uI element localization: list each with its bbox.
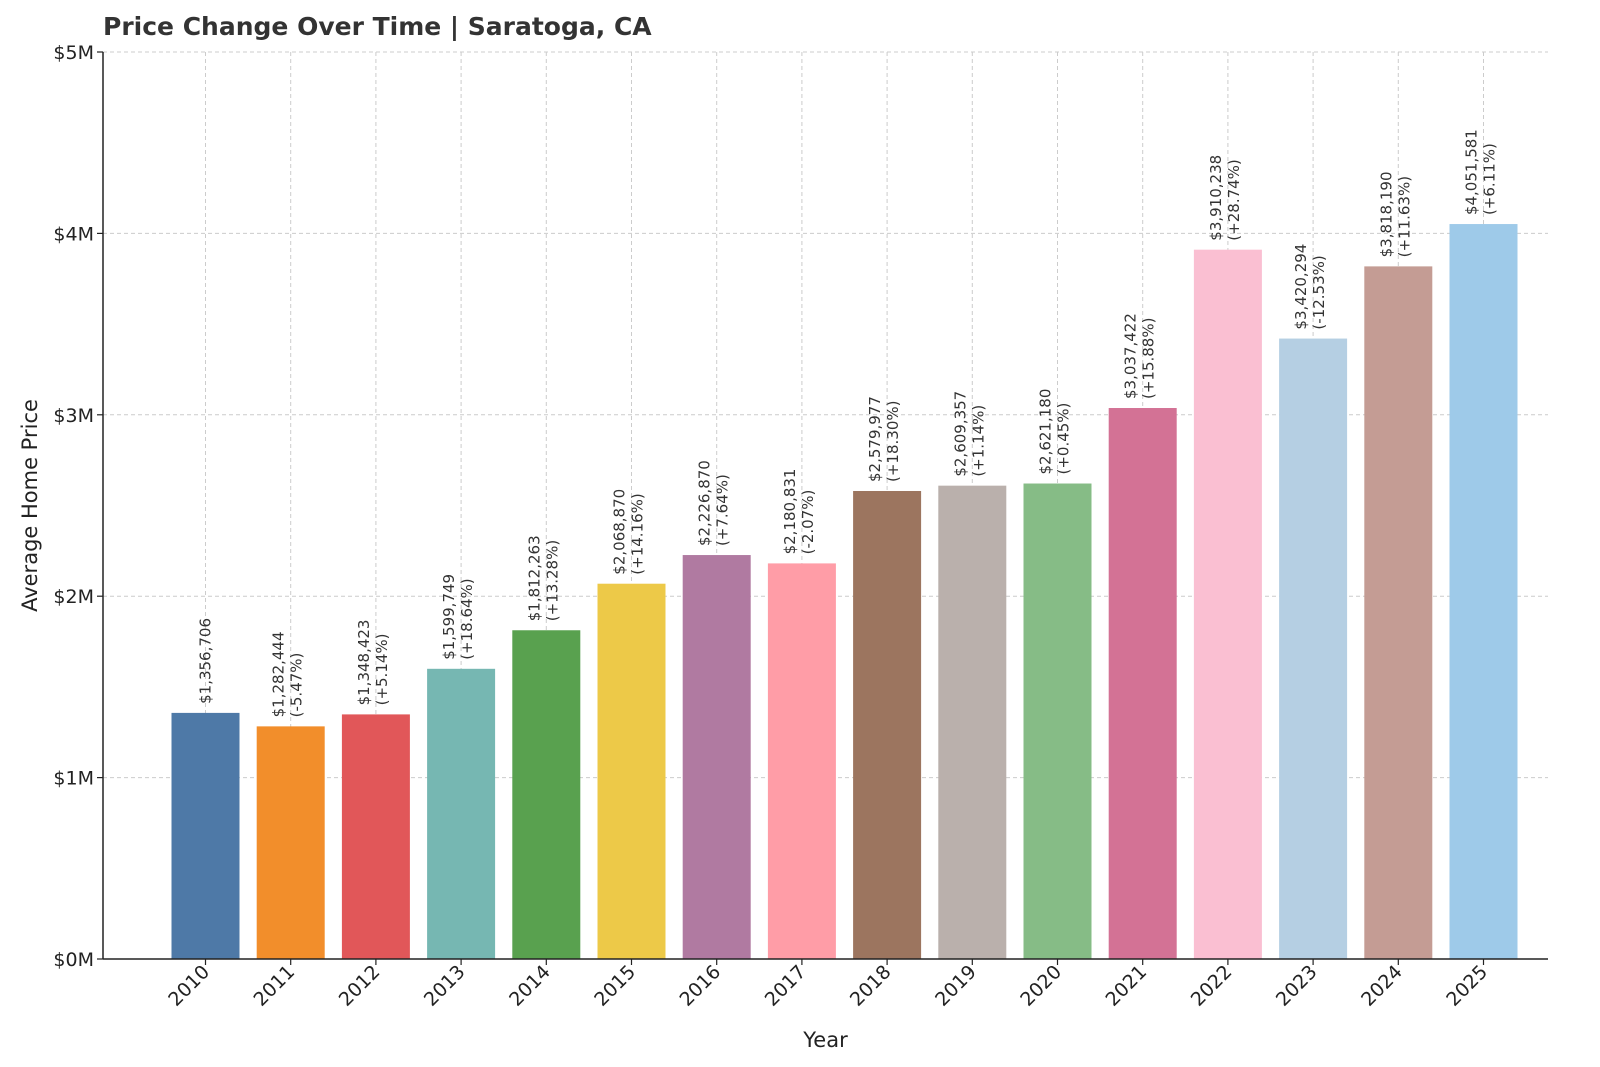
bar-change-label: (+14.16%)	[629, 493, 647, 574]
x-tick-label: 2025	[1442, 961, 1492, 1011]
bar	[1193, 249, 1262, 959]
y-tick-label: $3M	[53, 405, 94, 427]
x-tick-label: 2011	[249, 961, 299, 1011]
bar	[171, 712, 240, 959]
bar	[341, 714, 410, 959]
bar-change-label: (-5.47%)	[288, 653, 306, 718]
bar	[427, 668, 496, 959]
bar-value-label: $3,818,190	[1377, 171, 1395, 257]
bar-value-label: $1,282,444	[270, 631, 288, 717]
bar-change-label: (+7.64%)	[714, 474, 732, 546]
x-tick-label: 2015	[590, 961, 640, 1011]
bar-change-label: (+0.45%)	[1055, 403, 1073, 475]
bar	[1449, 224, 1518, 959]
bar	[1023, 483, 1092, 959]
bar	[1108, 408, 1177, 959]
bars	[171, 224, 1518, 959]
x-tick-label: 2024	[1357, 961, 1407, 1011]
bar	[1279, 338, 1348, 959]
bar	[256, 726, 325, 959]
y-tick-label: $5M	[53, 42, 94, 64]
bar-change-label: (+5.14%)	[373, 633, 391, 705]
x-tick-label: 2014	[505, 961, 555, 1011]
x-tick-label: 2017	[761, 961, 811, 1011]
bar-value-label: $2,609,357	[951, 391, 969, 477]
bar-change-label: (+18.30%)	[884, 401, 902, 482]
bar-change-label: (+18.64%)	[458, 578, 476, 659]
bar-value-label: $2,621,180	[1037, 389, 1055, 475]
bar-value-label: $2,579,977	[866, 396, 884, 482]
bar	[938, 485, 1007, 959]
bar-value-label: $2,180,831	[781, 469, 799, 555]
x-tick-label: 2023	[1272, 961, 1322, 1011]
bar-change-label: (+28.74%)	[1225, 159, 1243, 240]
bar-value-label: $2,226,870	[696, 460, 714, 546]
y-tick-label: $4M	[53, 223, 94, 245]
x-tick-label: 2013	[420, 961, 470, 1011]
bar-value-label: $1,348,423	[355, 620, 373, 706]
bar-value-label: $2,068,870	[611, 489, 629, 575]
x-tick-label: 2021	[1101, 961, 1151, 1011]
x-tick-label: 2010	[164, 961, 214, 1011]
bar-change-label: (-12.53%)	[1310, 255, 1328, 329]
bar-value-label: $3,910,238	[1207, 155, 1225, 241]
bar-change-label: (+6.11%)	[1481, 143, 1499, 215]
bar-change-label: (+1.14%)	[969, 405, 987, 477]
bar-value-label: $3,037,422	[1122, 313, 1140, 399]
bar	[597, 583, 666, 959]
x-ticks: 2010 2011 2012 2013 2014 2015 2016 2017 2018 2019…	[164, 959, 1492, 1011]
y-tick-label: $1M	[53, 768, 94, 790]
x-tick-label: 2020	[1016, 961, 1066, 1011]
y-tick-label: $2M	[53, 586, 94, 608]
bar-value-label: $1,599,749	[440, 574, 458, 660]
bar-change-label: (-2.07%)	[799, 490, 817, 555]
bar-change-label: (+13.28%)	[543, 540, 561, 621]
bar-change-label: (+15.88%)	[1140, 318, 1158, 399]
bar-value-label: $1,812,263	[525, 535, 543, 621]
x-tick-label: 2016	[675, 961, 725, 1011]
bar-change-label: (+11.63%)	[1395, 176, 1413, 257]
bar	[767, 563, 836, 959]
x-axis-label: Year	[802, 1028, 848, 1052]
x-tick-label: 2019	[931, 961, 981, 1011]
y-ticks: $0M $1M $2M $3M $4M $5M	[53, 42, 103, 971]
bar	[853, 490, 922, 959]
bar-value-labels: $1,356,706 $1,282,444 (-5.47%) $1,348,423 (+…	[197, 129, 1499, 717]
y-tick-label: $0M	[53, 949, 94, 971]
bar-value-label: $1,356,706	[197, 618, 215, 704]
y-axis-label: Average Home Price	[18, 399, 42, 612]
chart-title: Price Change Over Time | Saratoga, CA	[103, 12, 652, 41]
bar	[512, 630, 581, 959]
x-tick-label: 2022	[1187, 961, 1237, 1011]
axes	[102, 52, 1548, 960]
bar-value-label: $4,051,581	[1463, 129, 1481, 215]
bar	[1364, 266, 1433, 959]
x-tick-label: 2012	[335, 961, 385, 1011]
bar	[682, 555, 751, 959]
bar-value-label: $3,420,294	[1292, 244, 1310, 330]
x-tick-label: 2018	[846, 961, 896, 1011]
